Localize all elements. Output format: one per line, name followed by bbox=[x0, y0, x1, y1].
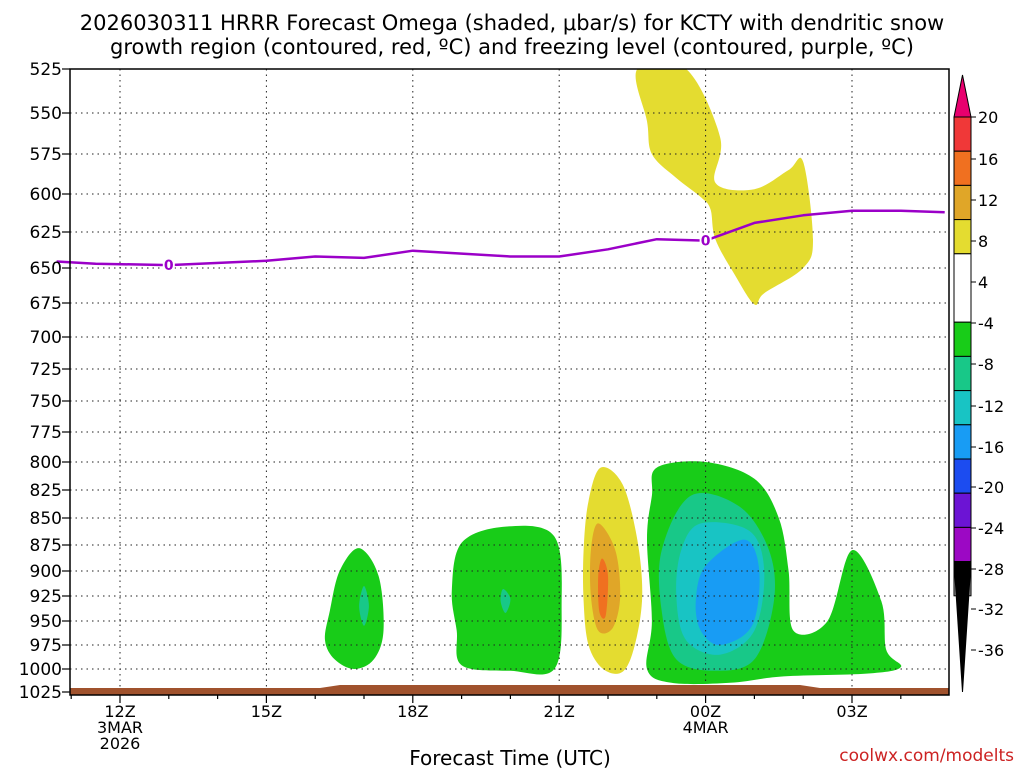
freezing-level-label-bg bbox=[699, 232, 712, 249]
x-tick-label: 21Z bbox=[544, 702, 575, 721]
y-tick-label: 950 bbox=[30, 612, 62, 632]
watermark: coolwx.com/modelts bbox=[839, 746, 1014, 766]
freezing-level-line bbox=[56, 209, 945, 267]
x-tick-label: 4MAR bbox=[683, 718, 729, 737]
colorbar-segment bbox=[953, 458, 972, 494]
y-tick-label: 525 bbox=[30, 60, 62, 80]
x-tick-label: 3MAR bbox=[97, 718, 143, 737]
ground-layer bbox=[70, 685, 949, 695]
x-tick-label: 00Z bbox=[690, 702, 721, 721]
y-tick-label: 650 bbox=[30, 259, 62, 279]
colorbar-label: -8 bbox=[978, 355, 994, 374]
y-axis: 525 550 575 600 625 650 675 700 725 750 775 800 825 8… bbox=[19, 60, 70, 703]
colorbar-arrow-bottom bbox=[953, 561, 972, 693]
colorbar-label: -32 bbox=[978, 600, 1004, 619]
colorbar-label: -28 bbox=[978, 560, 1004, 579]
x-tick-label: 03Z bbox=[836, 702, 867, 721]
colorbar-segment bbox=[953, 390, 972, 426]
y-tick-label: 875 bbox=[30, 536, 62, 556]
y-tick-label: 600 bbox=[30, 185, 62, 205]
y-tick-label: 825 bbox=[30, 481, 62, 501]
y-tick-label: 850 bbox=[30, 509, 62, 529]
colorbar-segment bbox=[953, 219, 972, 255]
colorbar-label: -24 bbox=[978, 519, 1004, 538]
x-tick-label: 12Z bbox=[104, 702, 135, 721]
freezing-level-label-bg bbox=[162, 257, 175, 274]
y-tick-label: 900 bbox=[30, 562, 62, 582]
colorbar-segment bbox=[953, 116, 972, 152]
chart-title-line-1: 2026030311 HRRR Forecast Omega (shaded, … bbox=[80, 11, 944, 35]
omega-region bbox=[695, 539, 760, 646]
grid-lines bbox=[70, 69, 949, 695]
y-tick-label: 575 bbox=[30, 145, 62, 165]
colorbar-segment bbox=[953, 526, 972, 563]
ground-strip bbox=[70, 688, 949, 695]
y-tick-label: 925 bbox=[30, 587, 62, 607]
x-tick-label: 18Z bbox=[397, 702, 428, 721]
colorbar-label: -16 bbox=[978, 438, 1004, 457]
y-tick-label: 975 bbox=[30, 636, 62, 656]
colorbar-segment bbox=[953, 424, 972, 460]
omega-shading-layer bbox=[324, 69, 902, 685]
ground-bump bbox=[320, 685, 820, 688]
x-tick-label: 15Z bbox=[251, 702, 282, 721]
y-tick-label: 550 bbox=[30, 104, 62, 124]
omega-region bbox=[635, 69, 813, 306]
omega-region bbox=[324, 548, 384, 669]
omega-region bbox=[598, 558, 609, 619]
freezing-level-layer: 00 bbox=[56, 209, 945, 274]
x-tick-label: 2026 bbox=[100, 734, 141, 753]
colorbar-label: 8 bbox=[978, 232, 988, 251]
colorbar-label: 4 bbox=[978, 273, 988, 292]
colorbar-segment bbox=[953, 355, 972, 392]
colorbar-label: -20 bbox=[978, 478, 1004, 497]
colorbar-segment bbox=[953, 184, 972, 221]
colorbar-label: -36 bbox=[978, 641, 1004, 660]
colorbar-label: 20 bbox=[978, 108, 998, 127]
colorbar-segment bbox=[953, 321, 972, 357]
colorbar: 20 16 12 8 4 -4 -8 -12 -16 -20 -24 -28 -32 -36 bbox=[953, 74, 1004, 693]
freezing-level-label: 0 bbox=[701, 234, 711, 250]
y-tick-label: 725 bbox=[30, 360, 62, 380]
colorbar-segment bbox=[953, 150, 972, 186]
colorbar-arrow-top bbox=[953, 74, 972, 118]
y-tick-label: 675 bbox=[30, 294, 62, 314]
y-tick-label: 800 bbox=[30, 453, 62, 473]
chart-title-line-2: growth region (contoured, red, ºC) and f… bbox=[110, 35, 914, 59]
x-axis-label: Forecast Time (UTC) bbox=[409, 746, 611, 768]
y-tick-label: 1000 bbox=[19, 660, 62, 680]
colorbar-segment bbox=[953, 253, 972, 323]
y-tick-label: 750 bbox=[30, 392, 62, 412]
omega-region bbox=[500, 588, 511, 614]
y-tick-label: 775 bbox=[30, 423, 62, 443]
colorbar-label: 12 bbox=[978, 191, 998, 210]
colorbar-segment bbox=[953, 492, 972, 528]
y-tick-label: 700 bbox=[30, 328, 62, 348]
plot-frame bbox=[69, 68, 950, 696]
y-tick-label: 625 bbox=[30, 223, 62, 243]
colorbar-label: -12 bbox=[978, 397, 1004, 416]
y-tick-label: 1025 bbox=[19, 683, 62, 703]
freezing-level-label: 0 bbox=[164, 258, 174, 274]
colorbar-label: -4 bbox=[978, 314, 994, 333]
colorbar-label: 16 bbox=[978, 150, 998, 169]
